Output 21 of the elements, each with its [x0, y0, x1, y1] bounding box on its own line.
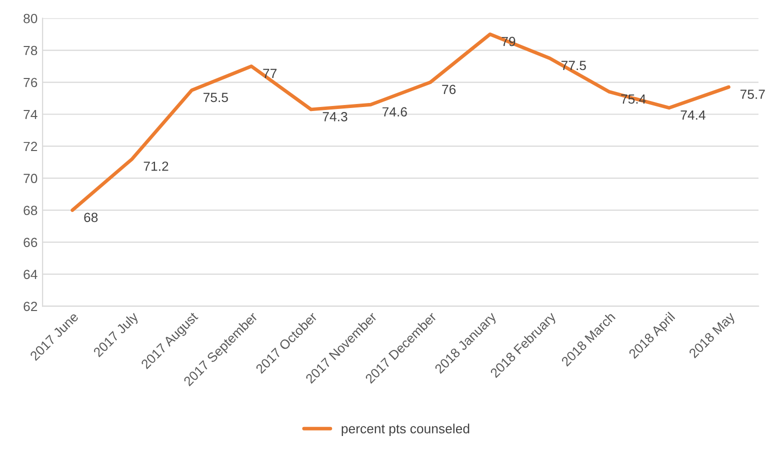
y-tick-label: 66 — [24, 238, 38, 248]
data-label: 74.4 — [680, 110, 706, 120]
y-tick-label: 80 — [24, 14, 38, 24]
legend-label: percent pts counseled — [342, 424, 470, 436]
y-tick-label: 74 — [24, 110, 38, 120]
data-label: 77 — [263, 68, 277, 78]
data-label: 75.5 — [204, 92, 228, 102]
y-tick-label: 64 — [24, 270, 38, 280]
data-label: 75.7 — [740, 90, 765, 99]
y-tick-label: 76 — [24, 78, 38, 88]
data-label: 74.6 — [382, 107, 407, 117]
y-tick-label: 62 — [24, 302, 38, 312]
line-series — [70, 32, 730, 212]
data-label: 68 — [84, 212, 98, 222]
y-tick-label: 72 — [24, 142, 38, 152]
data-label: 76 — [442, 84, 456, 94]
data-label: 74.3 — [322, 112, 348, 122]
data-label: 71.2 — [144, 162, 168, 171]
y-tick-label: 78 — [24, 46, 38, 56]
y-tick-label: 70 — [24, 174, 38, 184]
y-tick-label: 68 — [24, 206, 38, 216]
